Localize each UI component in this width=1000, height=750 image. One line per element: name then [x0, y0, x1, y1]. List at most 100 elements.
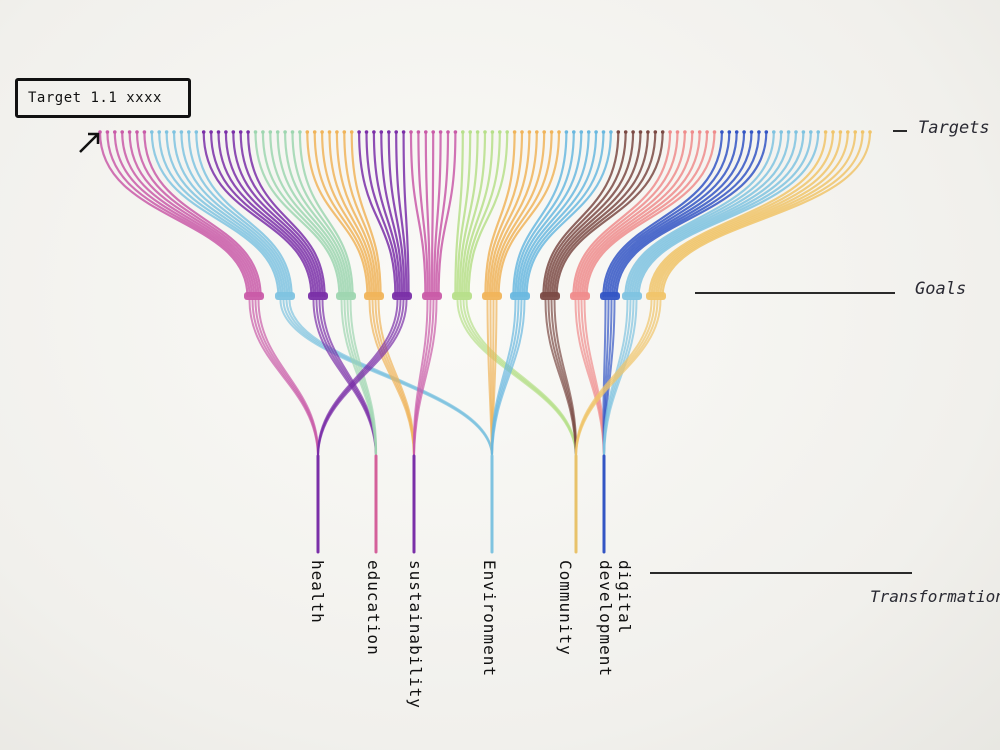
target-strand: [516, 130, 583, 298]
target-dot: [157, 130, 161, 134]
target-strand: [98, 130, 249, 298]
target-strand: [328, 130, 376, 298]
target-strand: [572, 130, 672, 298]
target-strand: [433, 130, 442, 298]
target-dot: [424, 130, 428, 134]
target-dot: [772, 130, 776, 134]
target-strand: [611, 130, 753, 298]
target-strand: [635, 130, 812, 298]
goal-knot: [422, 292, 442, 300]
target-strand: [239, 130, 324, 298]
target-dot: [697, 130, 702, 134]
target-dot: [527, 130, 532, 134]
target-dot: [238, 130, 243, 134]
target-strand: [298, 130, 354, 298]
target-dot: [572, 130, 576, 134]
target-strand: [661, 130, 872, 298]
target-dot: [401, 130, 406, 134]
target-dot: [535, 130, 539, 134]
target-dot: [179, 130, 184, 134]
target-dot: [483, 130, 487, 134]
target-dot: [194, 130, 199, 134]
target-strand: [624, 130, 775, 298]
target-dot: [749, 130, 754, 134]
target-dot: [275, 130, 280, 134]
target-strand: [581, 130, 701, 298]
target-dot: [268, 130, 273, 134]
target-strand: [195, 130, 293, 298]
target-strand: [232, 130, 322, 298]
target-dot: [150, 130, 154, 134]
transformation-rule: [650, 572, 912, 574]
target-strand: [247, 130, 326, 298]
goal-strand: [603, 299, 638, 457]
target-dot: [498, 130, 502, 134]
target-dot: [631, 130, 635, 134]
theme-label-health: health: [308, 560, 327, 624]
target-strand: [583, 130, 709, 298]
target-dot: [638, 130, 643, 134]
target-strand: [497, 130, 561, 298]
target-dot: [668, 130, 672, 134]
target-dot: [431, 130, 436, 134]
goal-knot: [275, 292, 295, 300]
target-strand: [488, 130, 531, 298]
target-strand: [542, 130, 620, 298]
goal-knot: [336, 292, 356, 300]
target-dot: [801, 130, 806, 134]
goal-strand: [465, 299, 578, 457]
target-dot: [868, 130, 872, 134]
target-strand: [546, 130, 635, 298]
target-dot: [364, 130, 369, 134]
goal-strand: [317, 299, 408, 457]
goal-strand: [248, 299, 319, 457]
goal-knot: [540, 292, 560, 300]
target-strand: [202, 130, 313, 298]
target-strand: [628, 130, 790, 298]
target-dot: [231, 130, 236, 134]
target-strand: [106, 130, 251, 298]
target-strand: [512, 130, 568, 298]
target-dot: [683, 130, 687, 134]
target-dot: [734, 130, 739, 134]
target-dot: [520, 130, 524, 134]
target-dot: [246, 130, 250, 134]
target-dot: [372, 130, 376, 134]
target-strand: [544, 130, 627, 298]
target-dot: [172, 130, 176, 134]
target-strand: [128, 130, 258, 298]
target-strand: [387, 130, 406, 298]
target-strand: [654, 130, 849, 298]
target-strand: [458, 130, 479, 298]
target-dot: [623, 130, 628, 134]
target-dot: [690, 130, 695, 134]
target-dot: [409, 130, 413, 134]
goal-knot: [308, 292, 328, 300]
target-strand: [254, 130, 341, 298]
goal-knot: [646, 292, 666, 300]
target-strand: [437, 130, 457, 298]
theme-label-education: education: [364, 560, 383, 656]
goal-knot: [482, 292, 502, 300]
target-strand: [525, 130, 612, 298]
target-strand: [626, 130, 783, 298]
target-strand: [424, 130, 431, 298]
target-strand: [276, 130, 348, 298]
target-strand: [548, 130, 642, 298]
target-dot: [490, 130, 495, 134]
goal-strand: [413, 299, 438, 457]
target-box-label: Target 1.1 xxxx: [28, 90, 162, 106]
target-strand: [165, 130, 284, 298]
target-strand: [585, 130, 716, 298]
target-dot: [660, 130, 665, 134]
target-strand: [608, 130, 746, 298]
target-strand: [380, 130, 404, 298]
target-dot: [187, 130, 191, 134]
theme-label-sustainability: sustainability: [406, 560, 425, 709]
target-dot: [846, 130, 850, 134]
target-dot: [653, 130, 658, 134]
goal-strand: [575, 299, 662, 457]
target-dot: [816, 130, 820, 134]
target-dot: [594, 130, 598, 134]
target-dot: [164, 130, 169, 134]
